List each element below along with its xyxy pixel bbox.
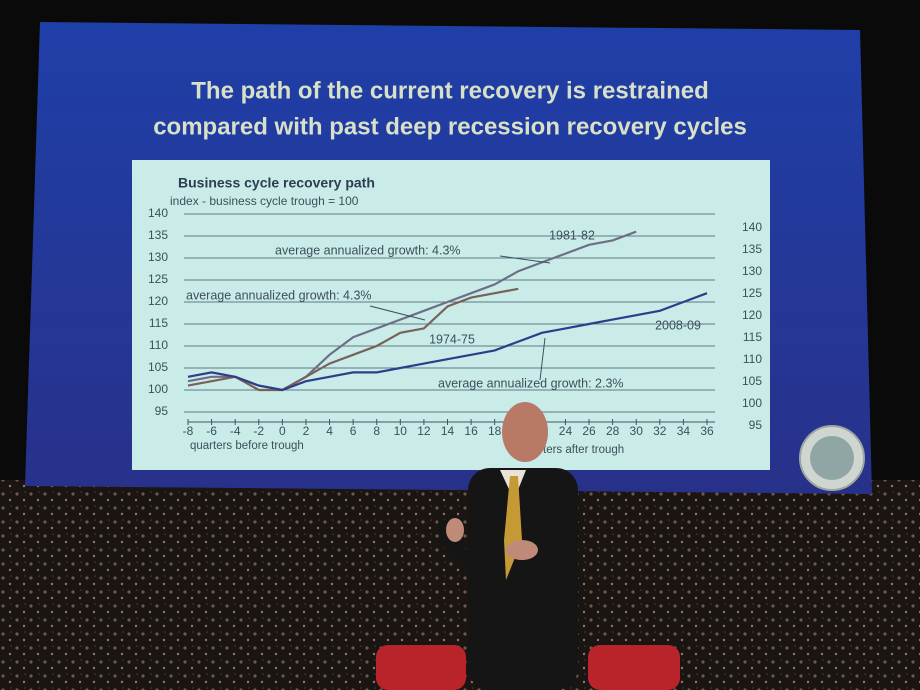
x-tick-label: 10 <box>394 424 408 438</box>
y-tick-label: 110 <box>149 338 168 352</box>
y-tick-label: 125 <box>148 272 168 286</box>
y2-tick-label: 135 <box>742 242 762 256</box>
chart-subtitle: index - business cycle trough = 100 <box>170 194 359 208</box>
y2-tick-label: 100 <box>742 396 762 410</box>
y2-tick-label: 140 <box>742 220 762 234</box>
y2-tick-label: 115 <box>743 330 762 344</box>
x-tick-label: 32 <box>653 424 667 438</box>
slide-title: compared with past deep recession recove… <box>153 113 747 140</box>
seal-center <box>810 436 854 480</box>
y2-tick-label: 130 <box>742 264 762 278</box>
x-tick-label: 4 <box>326 424 333 438</box>
presenter <box>438 402 578 690</box>
y-tick-label: 135 <box>148 228 168 242</box>
x-tick-label: 36 <box>700 424 714 438</box>
presenter-hand <box>506 540 538 560</box>
y2-tick-label: 125 <box>742 286 762 300</box>
x-tick-label: 26 <box>582 424 596 438</box>
x-tick-label: 6 <box>350 424 357 438</box>
x-tick-label: 28 <box>606 424 620 438</box>
presenter-head <box>502 402 548 462</box>
annotation-leader <box>369 305 426 321</box>
x-tick-label: 30 <box>630 424 644 438</box>
y2-tick-label: 105 <box>742 374 762 388</box>
x-tick-label: 18 <box>488 424 502 438</box>
x-axis-label: quarters after trough <box>520 444 624 456</box>
y-tick-label: 115 <box>149 316 168 330</box>
y2-tick-label: 120 <box>742 308 762 322</box>
presenter-suit <box>468 468 578 690</box>
x-tick-label: -4 <box>230 424 241 438</box>
x-tick-label: -6 <box>206 424 217 438</box>
annotation: average annualized growth: 2.3% <box>438 376 624 390</box>
y2-tick-label: 95 <box>749 418 763 432</box>
series-label: 2008-09 <box>655 318 701 332</box>
x-tick-label: 0 <box>279 424 286 438</box>
chart-panel <box>132 160 770 470</box>
annotation: average annualized growth: 4.3% <box>186 288 372 302</box>
y-tick-label: 130 <box>148 250 168 264</box>
plot: 9595100100105105110110115115120120125125… <box>148 206 762 438</box>
x-tick-label: 14 <box>441 424 455 438</box>
y-tick-label: 95 <box>155 404 169 418</box>
x-axis-label: quarters before trough <box>190 440 304 452</box>
y2-tick-label: 110 <box>743 352 762 366</box>
x-tick-label: 8 <box>373 424 380 438</box>
x-tick-label: -2 <box>253 424 264 438</box>
x-tick-label: 2 <box>303 424 310 438</box>
chair <box>376 645 466 690</box>
seal <box>799 425 865 491</box>
y-tick-label: 100 <box>148 382 168 396</box>
x-tick-label: 16 <box>464 424 478 438</box>
chart-title: Business cycle recovery path <box>178 175 375 191</box>
x-tick-label: 12 <box>417 424 431 438</box>
series-label: 1981-82 <box>549 228 595 242</box>
y-tick-label: 120 <box>148 294 168 308</box>
annotation-leader <box>539 337 546 381</box>
series-line <box>187 292 708 392</box>
x-tick-label: -8 <box>183 424 194 438</box>
annotation-leader <box>499 255 551 264</box>
annotation: average annualized growth: 4.3% <box>275 243 461 257</box>
x-tick-label: 24 <box>559 424 573 438</box>
series-line <box>187 287 519 392</box>
slide-title: The path of the current recovery is rest… <box>191 77 709 104</box>
presenter-hand <box>446 518 464 542</box>
y-tick-label: 105 <box>148 360 168 374</box>
series-label: 1974-75 <box>429 332 475 346</box>
chair <box>588 645 680 690</box>
y-tick-label: 140 <box>148 206 168 220</box>
x-tick-label: 34 <box>677 424 691 438</box>
